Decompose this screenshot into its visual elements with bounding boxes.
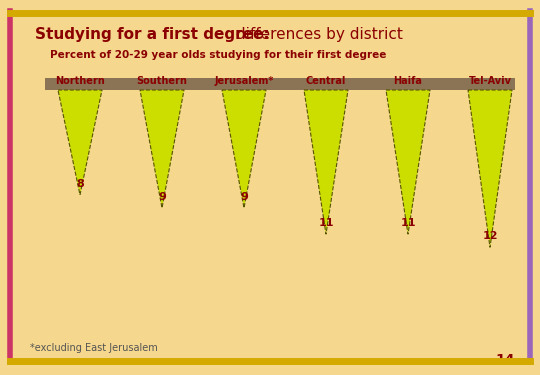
Text: Central: Central xyxy=(306,76,346,86)
Text: 14: 14 xyxy=(496,353,515,367)
Polygon shape xyxy=(45,78,515,90)
Text: 11: 11 xyxy=(400,218,416,228)
Text: Southern: Southern xyxy=(137,76,187,86)
Text: Jerusalem*: Jerusalem* xyxy=(214,76,274,86)
Text: Percent of 20-29 year olds studying for their first degree: Percent of 20-29 year olds studying for … xyxy=(50,50,387,60)
Text: Northern: Northern xyxy=(55,76,105,86)
Text: 9: 9 xyxy=(158,192,166,202)
Polygon shape xyxy=(140,90,184,208)
Text: 12: 12 xyxy=(482,231,498,242)
Polygon shape xyxy=(304,90,348,234)
Text: Haifa: Haifa xyxy=(394,76,422,86)
Text: 9: 9 xyxy=(240,192,248,202)
Text: *excluding East Jerusalem: *excluding East Jerusalem xyxy=(30,343,158,353)
Polygon shape xyxy=(468,90,512,248)
Polygon shape xyxy=(58,90,102,195)
Text: 8: 8 xyxy=(76,179,84,189)
Polygon shape xyxy=(222,90,266,208)
Text: Tel-Aviv: Tel-Aviv xyxy=(469,76,511,86)
Text: 11: 11 xyxy=(318,218,334,228)
Polygon shape xyxy=(386,90,430,234)
Text: Studying for a first degree:: Studying for a first degree: xyxy=(35,27,269,42)
Text: differences by district: differences by district xyxy=(231,27,403,42)
